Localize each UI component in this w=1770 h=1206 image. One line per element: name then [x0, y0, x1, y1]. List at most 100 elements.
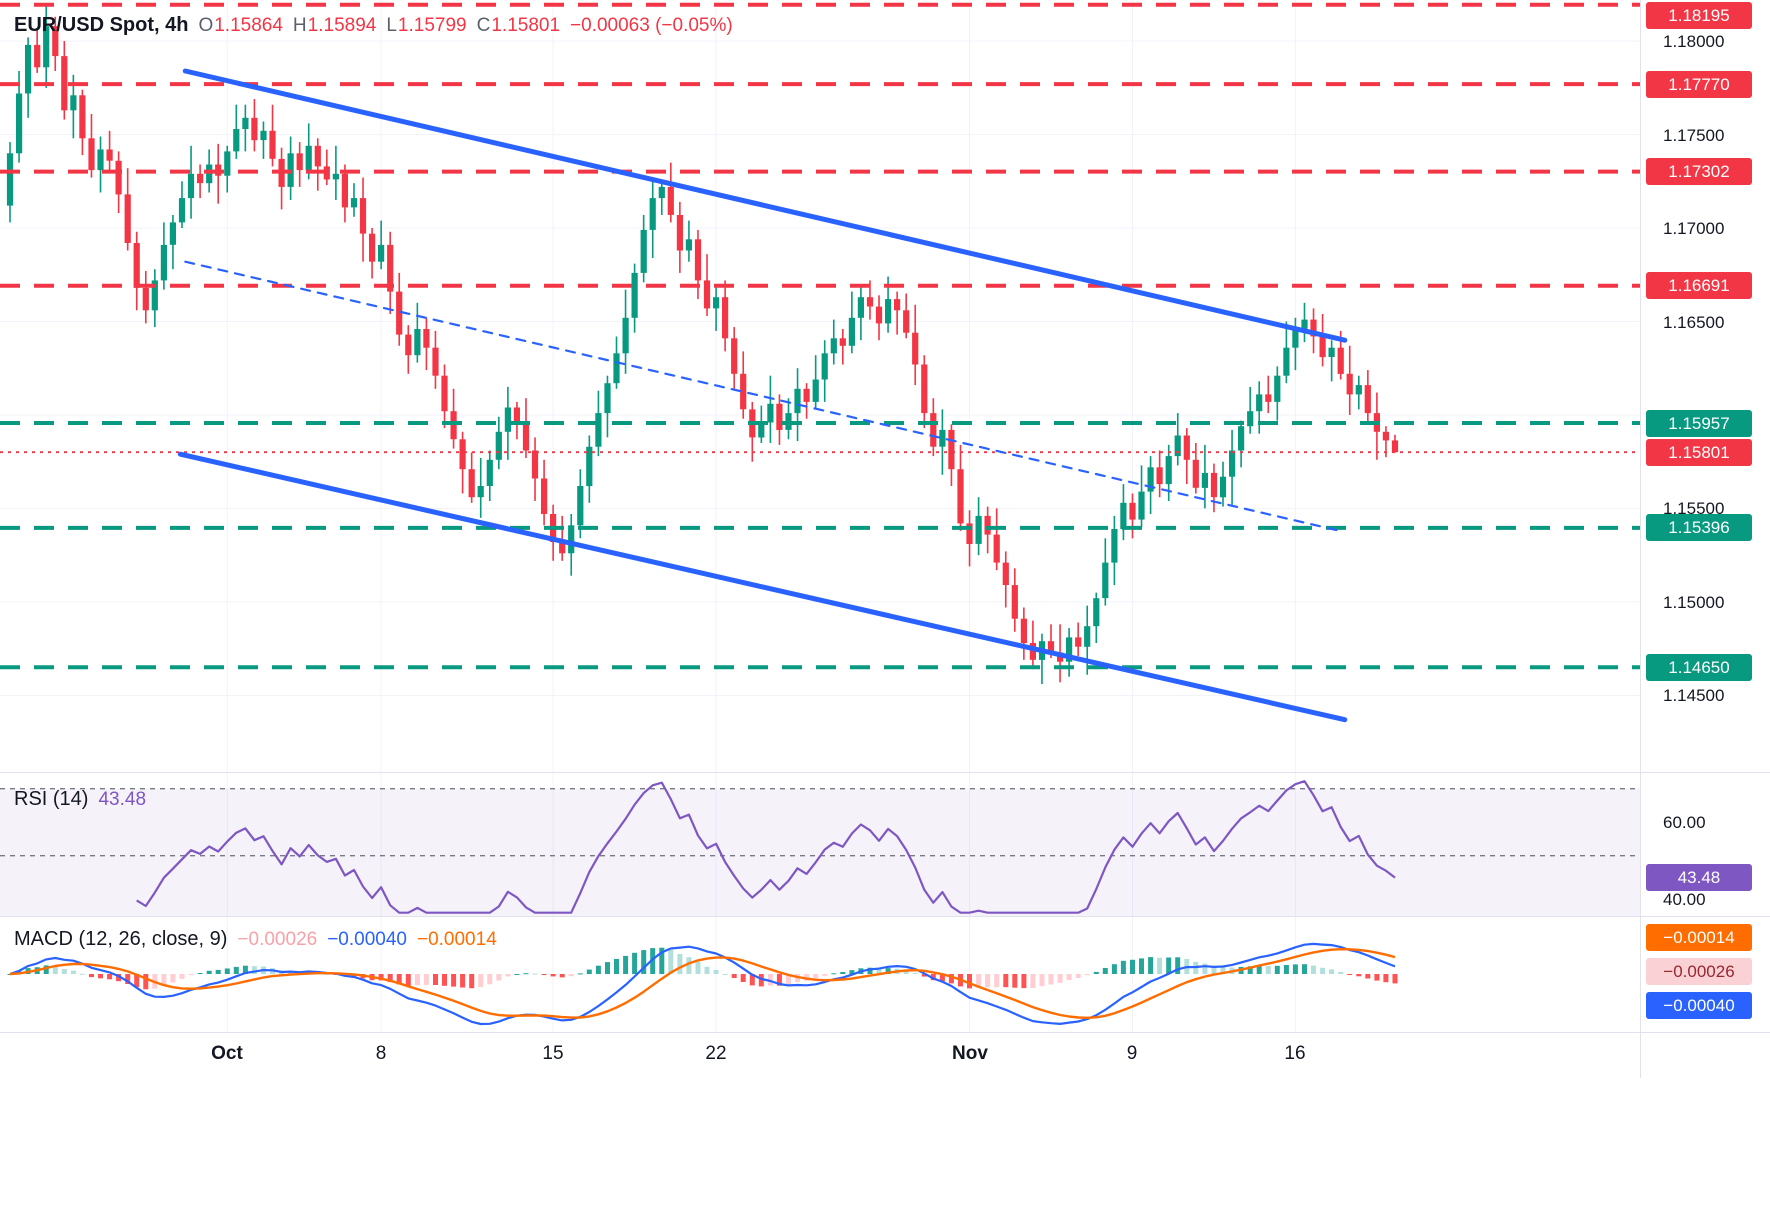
candle-body — [160, 244, 167, 281]
candle-body — [559, 542, 566, 554]
candle-body — [1084, 626, 1091, 647]
macd-histogram-bar — [1048, 974, 1054, 985]
price-axis-label: 1.15500 — [1663, 499, 1725, 518]
macd-chart-svg[interactable] — [0, 916, 1640, 1032]
candle-body — [1138, 491, 1145, 520]
macd-histogram-bar — [776, 974, 782, 986]
macd-histogram-bar — [469, 974, 475, 989]
candle-body — [1364, 385, 1371, 414]
pane-separator[interactable] — [0, 916, 1770, 917]
macd-histogram-bar — [804, 974, 810, 981]
price-axis[interactable]: 1.18000 1.17500 1.17000 1.16500 1.15500 1.150… — [1640, 0, 1770, 1078]
macd-histogram-bar — [595, 965, 601, 974]
macd-histogram-bar — [1030, 974, 1036, 988]
macd-pane[interactable]: MACD (12, 26, close, 9) −0.00026 −0.0004… — [0, 916, 1640, 1032]
macd-histogram-bar — [976, 974, 982, 988]
price-axis-label: 1.15000 — [1663, 593, 1725, 612]
candle-body — [595, 413, 602, 447]
macd-histogram-bar — [1347, 974, 1353, 975]
macd-histogram-bar — [1066, 974, 1072, 981]
macd-histogram-bar — [948, 974, 954, 984]
macd-line-value: −0.00040 — [327, 929, 407, 950]
macd-histogram-bar — [1057, 974, 1063, 983]
rsi-legend[interactable]: RSI (14) 43.48 — [14, 788, 146, 811]
candle-body — [115, 160, 122, 195]
candle-body — [1265, 394, 1272, 402]
macd-histogram-bar — [242, 965, 248, 974]
macd-histogram-bar — [813, 974, 819, 979]
candle-body — [97, 149, 104, 171]
candle-body — [1147, 467, 1154, 492]
macd-histogram-bar — [505, 974, 511, 977]
candle-body — [1047, 641, 1055, 653]
open-label: O — [198, 15, 214, 36]
macd-histogram-bar — [668, 949, 674, 974]
macd-histogram-bar — [1102, 968, 1108, 974]
time-tick-label: Oct — [211, 1043, 243, 1064]
candle-body — [1283, 347, 1290, 376]
macd-histogram-bar — [1166, 957, 1172, 974]
macd-histogram-bar — [758, 974, 764, 987]
macd-histogram-bar — [713, 969, 719, 974]
candle-body — [875, 306, 883, 324]
candle-body — [251, 117, 258, 141]
candle-body — [912, 332, 919, 365]
candle-body — [495, 431, 502, 460]
candle-body — [939, 429, 946, 447]
candle-body — [1165, 456, 1172, 485]
candle-body — [513, 407, 520, 423]
candle-body — [1192, 459, 1199, 488]
macd-histogram-bar — [1075, 974, 1081, 978]
candle-body — [206, 164, 213, 184]
macd-histogram-bar — [994, 974, 1000, 988]
macd-histogram-bar — [1329, 969, 1335, 974]
rsi-chart-svg[interactable] — [0, 772, 1640, 916]
channel-trendline[interactable] — [182, 68, 1348, 343]
macd-histogram-bar — [514, 974, 520, 975]
macd-histogram-bar — [170, 974, 176, 983]
macd-histogram-bar — [89, 974, 94, 978]
price-pane[interactable]: EUR/USD Spot, 4h O 1.15864 H 1.15894 L 1.15… — [0, 0, 1640, 772]
pane-separator — [0, 1032, 1770, 1033]
macd-histogram-bar — [731, 974, 737, 978]
price-chart-svg[interactable] — [0, 0, 1640, 772]
rsi-pane[interactable]: RSI (14) 43.48 — [0, 772, 1640, 916]
candle-body — [1120, 502, 1127, 529]
symbol-legend[interactable]: EUR/USD Spot, 4h O 1.15864 H 1.15894 L 1.15… — [14, 14, 733, 37]
candle-body — [314, 145, 321, 167]
time-axis[interactable]: Oct 8 15 22 Nov 9 16 — [0, 1032, 1640, 1078]
pane-separator[interactable] — [0, 772, 1770, 773]
candle-body — [794, 388, 801, 414]
macd-histogram-bar — [387, 974, 393, 983]
macd-histogram-bar — [930, 974, 936, 981]
candle-body — [6, 153, 14, 206]
candle-body — [776, 403, 783, 430]
macd-histogram-bar — [1274, 965, 1280, 974]
macd-histogram-bar — [134, 974, 140, 988]
candle-body — [821, 353, 828, 380]
macd-histogram-bar — [1374, 974, 1380, 981]
price-axis-label: 1.14500 — [1663, 686, 1725, 705]
macd-histogram-bar — [831, 973, 837, 975]
macd-histogram-bar — [840, 972, 846, 974]
macd-histogram-bar — [1247, 966, 1253, 974]
macd-histogram-bar — [1084, 974, 1090, 976]
channel-midline[interactable] — [184, 260, 1342, 533]
macd-histogram-bar — [206, 970, 212, 974]
macd-histogram-bar — [1365, 974, 1371, 979]
candle-body — [1102, 562, 1109, 599]
candle-body — [34, 44, 41, 68]
candle-body — [423, 329, 430, 348]
candle-body — [839, 338, 846, 346]
channel-trendline[interactable] — [177, 451, 1348, 723]
candle-body — [70, 95, 77, 111]
macd-histogram-bar — [215, 969, 221, 974]
macd-histogram-bar — [614, 958, 619, 974]
macd-histogram-bar — [233, 966, 239, 974]
candle-body — [830, 338, 837, 354]
rsi-axis-label: 60.00 — [1663, 813, 1706, 832]
candle-body — [903, 310, 910, 333]
candle-body — [966, 523, 973, 544]
macd-histogram-bar — [577, 973, 583, 975]
macd-legend[interactable]: MACD (12, 26, close, 9) −0.00026 −0.0004… — [14, 928, 497, 951]
